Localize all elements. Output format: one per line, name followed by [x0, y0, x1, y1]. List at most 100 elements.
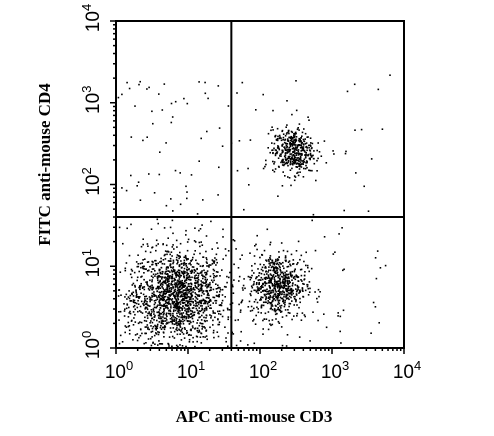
data-point	[194, 328, 196, 330]
data-point	[124, 296, 126, 298]
data-point	[288, 289, 290, 292]
data-point	[315, 179, 317, 182]
data-point	[153, 295, 155, 297]
data-point	[226, 281, 228, 284]
data-point	[299, 289, 301, 292]
data-point	[197, 263, 200, 265]
data-point	[188, 298, 191, 300]
data-point	[154, 270, 156, 272]
data-point	[178, 272, 181, 275]
data-point	[291, 167, 293, 170]
data-point	[168, 298, 170, 300]
data-point	[171, 298, 174, 300]
data-point	[149, 305, 151, 307]
data-point	[178, 312, 180, 314]
data-point	[250, 290, 253, 293]
data-point	[316, 297, 318, 300]
data-point	[221, 302, 223, 304]
data-point	[185, 259, 188, 261]
data-point	[203, 302, 205, 305]
data-point	[146, 324, 149, 326]
data-point	[194, 345, 196, 348]
data-point	[285, 161, 288, 164]
data-point	[182, 312, 185, 314]
data-point	[179, 282, 181, 284]
data-point	[291, 294, 293, 296]
data-point	[288, 149, 291, 152]
data-point	[255, 243, 257, 246]
data-point	[205, 273, 208, 276]
data-point	[193, 288, 195, 291]
data-point	[272, 129, 274, 131]
data-point	[238, 280, 240, 282]
data-point	[303, 149, 306, 152]
data-point	[286, 162, 289, 165]
data-point	[189, 329, 192, 331]
data-point	[217, 318, 219, 321]
data-point	[191, 300, 193, 303]
data-point	[252, 320, 254, 322]
data-point	[260, 279, 262, 281]
data-point	[155, 264, 158, 267]
data-point	[295, 152, 298, 154]
data-point	[262, 167, 265, 170]
data-point	[281, 160, 283, 162]
data-point	[172, 306, 175, 309]
data-point	[233, 240, 236, 242]
data-point	[276, 267, 278, 269]
data-point	[271, 142, 273, 144]
data-point	[196, 327, 199, 330]
data-point	[163, 276, 166, 279]
data-point	[169, 263, 172, 265]
data-point	[306, 166, 308, 169]
data-point	[155, 295, 157, 297]
data-point	[279, 136, 281, 138]
data-point	[125, 262, 128, 264]
data-point	[204, 300, 207, 302]
data-point	[276, 262, 279, 264]
data-point	[180, 260, 182, 262]
data-point	[243, 278, 245, 280]
data-point	[227, 332, 229, 334]
data-point	[179, 255, 181, 258]
data-point	[179, 301, 182, 303]
data-point	[221, 269, 223, 271]
data-point	[297, 240, 300, 243]
data-point	[179, 333, 181, 335]
data-point	[217, 85, 220, 87]
data-point	[258, 287, 260, 289]
data-point	[296, 276, 299, 279]
data-point	[176, 281, 178, 284]
data-point	[291, 300, 293, 302]
data-point	[134, 308, 136, 311]
data-point	[173, 301, 176, 304]
data-point	[124, 269, 127, 272]
data-point	[304, 167, 307, 170]
data-point	[172, 312, 174, 315]
data-point	[174, 100, 177, 103]
data-point	[177, 308, 179, 310]
data-point	[167, 303, 170, 305]
data-point	[204, 301, 206, 303]
data-point	[178, 305, 181, 308]
data-point	[295, 139, 297, 142]
data-point	[154, 343, 156, 345]
data-point	[160, 276, 163, 278]
data-point	[310, 156, 313, 158]
data-point	[241, 287, 244, 289]
data-point	[168, 276, 170, 278]
data-point	[256, 234, 258, 237]
data-point	[271, 303, 273, 306]
data-point	[276, 127, 279, 130]
data-point	[273, 263, 276, 266]
data-point	[203, 319, 206, 322]
data-point	[213, 296, 216, 299]
data-point	[288, 150, 291, 153]
data-point	[301, 288, 304, 290]
data-point	[272, 297, 274, 299]
data-point	[201, 308, 204, 310]
data-point	[121, 93, 123, 96]
data-point	[272, 291, 275, 293]
data-point	[219, 289, 222, 291]
data-point	[157, 275, 159, 277]
